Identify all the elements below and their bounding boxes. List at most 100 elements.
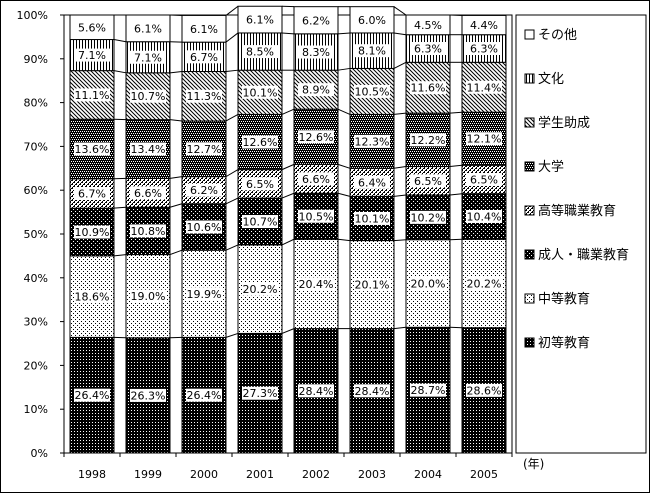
y-axis: 0%10%20%30%40%50%60%70%80%90%100% (17, 9, 64, 460)
legend-label: 文化 (538, 72, 564, 87)
legend-swatch (525, 294, 534, 303)
series-connector-line (226, 114, 238, 121)
legend-label: その他 (538, 28, 577, 43)
series-connector-line (170, 204, 182, 208)
data-label: 13.4% (131, 143, 166, 156)
data-label: 6.6% (134, 187, 162, 200)
series-connector-line (394, 33, 406, 35)
data-label: 20.2% (467, 277, 502, 290)
y-tick-label: 60% (24, 184, 48, 197)
data-label: 11.6% (411, 82, 446, 95)
data-label: 6.5% (246, 178, 274, 191)
data-label: 20.4% (299, 278, 334, 291)
series-connector-line (394, 113, 406, 114)
series-connector-line (226, 6, 238, 15)
series-connector-line (450, 165, 462, 166)
series-connector-line (394, 195, 406, 196)
data-label: 11.3% (187, 90, 222, 103)
plot-area: 26.4%18.6%10.9%6.7%13.6%11.1%7.1%5.6%26.… (64, 6, 512, 453)
data-label: 11.1% (75, 89, 110, 102)
legend-swatch (525, 250, 534, 259)
data-label: 6.7% (190, 51, 218, 64)
data-label: 19.9% (187, 288, 222, 301)
x-axis-unit-label: (年) (523, 457, 544, 471)
series-connector-line (394, 7, 406, 15)
data-label: 20.1% (355, 279, 390, 292)
series-connector-line (338, 33, 350, 34)
data-label: 8.3% (302, 46, 330, 59)
legend-label: 大学 (538, 159, 564, 175)
data-label: 28.6% (467, 384, 502, 397)
data-label: 6.0% (358, 14, 386, 27)
data-label: 19.0% (131, 290, 166, 303)
series-connector-line (282, 193, 294, 198)
y-tick-label: 100% (17, 9, 48, 22)
data-label: 26.4% (187, 389, 222, 402)
data-label: 6.7% (78, 187, 106, 200)
series-connector-line (338, 239, 350, 240)
y-tick-label: 10% (24, 403, 48, 416)
series-connector-line (394, 167, 406, 169)
data-label: 5.6% (78, 21, 106, 34)
data-label: 6.1% (246, 14, 274, 27)
data-label: 8.9% (302, 84, 330, 97)
legend-label: 高等職業教育 (538, 203, 616, 219)
y-tick-label: 90% (24, 53, 48, 66)
series-connector-line (282, 109, 294, 114)
data-label: 12.6% (243, 136, 278, 149)
series-connector-line (226, 170, 238, 177)
data-label: 6.4% (358, 176, 386, 189)
data-label: 12.3% (355, 135, 390, 148)
data-label: 10.8% (131, 225, 166, 238)
data-label: 28.4% (355, 385, 390, 398)
data-label: 13.6% (75, 143, 110, 156)
data-label: 20.2% (243, 283, 278, 296)
data-label: 8.5% (246, 46, 274, 59)
legend-swatch (525, 206, 534, 215)
series-connector-line (226, 33, 238, 42)
data-label: 6.1% (134, 22, 162, 35)
data-label: 10.4% (467, 210, 502, 223)
series-connector-line (170, 120, 182, 121)
series-connector-line (226, 245, 238, 250)
series-connector-line (338, 109, 350, 114)
legend-label: 学生助成 (538, 115, 590, 131)
data-label: 7.1% (134, 51, 162, 64)
data-label: 10.1% (243, 86, 278, 99)
series-connector-line (226, 333, 238, 337)
data-label: 12.2% (411, 134, 446, 147)
legend-swatch (525, 118, 534, 127)
data-label: 28.7% (411, 384, 446, 397)
data-label: 12.6% (299, 131, 334, 144)
data-label: 11.4% (467, 81, 502, 94)
series-connector-line (114, 71, 126, 73)
data-label: 18.6% (75, 291, 110, 304)
y-tick-label: 70% (24, 140, 48, 153)
legend-swatch (525, 338, 534, 347)
data-label: 10.2% (411, 211, 446, 224)
x-tick-label: 2003 (358, 468, 386, 481)
data-label: 6.3% (414, 43, 442, 56)
data-label: 12.7% (187, 143, 222, 156)
data-label: 4.5% (414, 19, 442, 32)
data-label: 10.6% (187, 221, 222, 234)
series-connector-line (282, 239, 294, 245)
y-tick-label: 80% (24, 97, 48, 110)
series-connector-line (282, 33, 294, 34)
series-connector-line (170, 72, 182, 73)
data-label: 20.0% (411, 277, 446, 290)
x-tick-label: 2005 (470, 468, 498, 481)
data-label: 26.3% (131, 389, 166, 402)
series-connector-line (338, 68, 350, 70)
data-label: 10.5% (355, 85, 390, 98)
legend-label: 成人・職業教育 (538, 247, 629, 263)
series-connector-line (170, 177, 182, 179)
y-tick-label: 30% (24, 316, 48, 329)
y-tick-label: 50% (24, 228, 48, 241)
y-tick-label: 40% (24, 272, 48, 285)
data-label: 10.5% (299, 210, 334, 223)
